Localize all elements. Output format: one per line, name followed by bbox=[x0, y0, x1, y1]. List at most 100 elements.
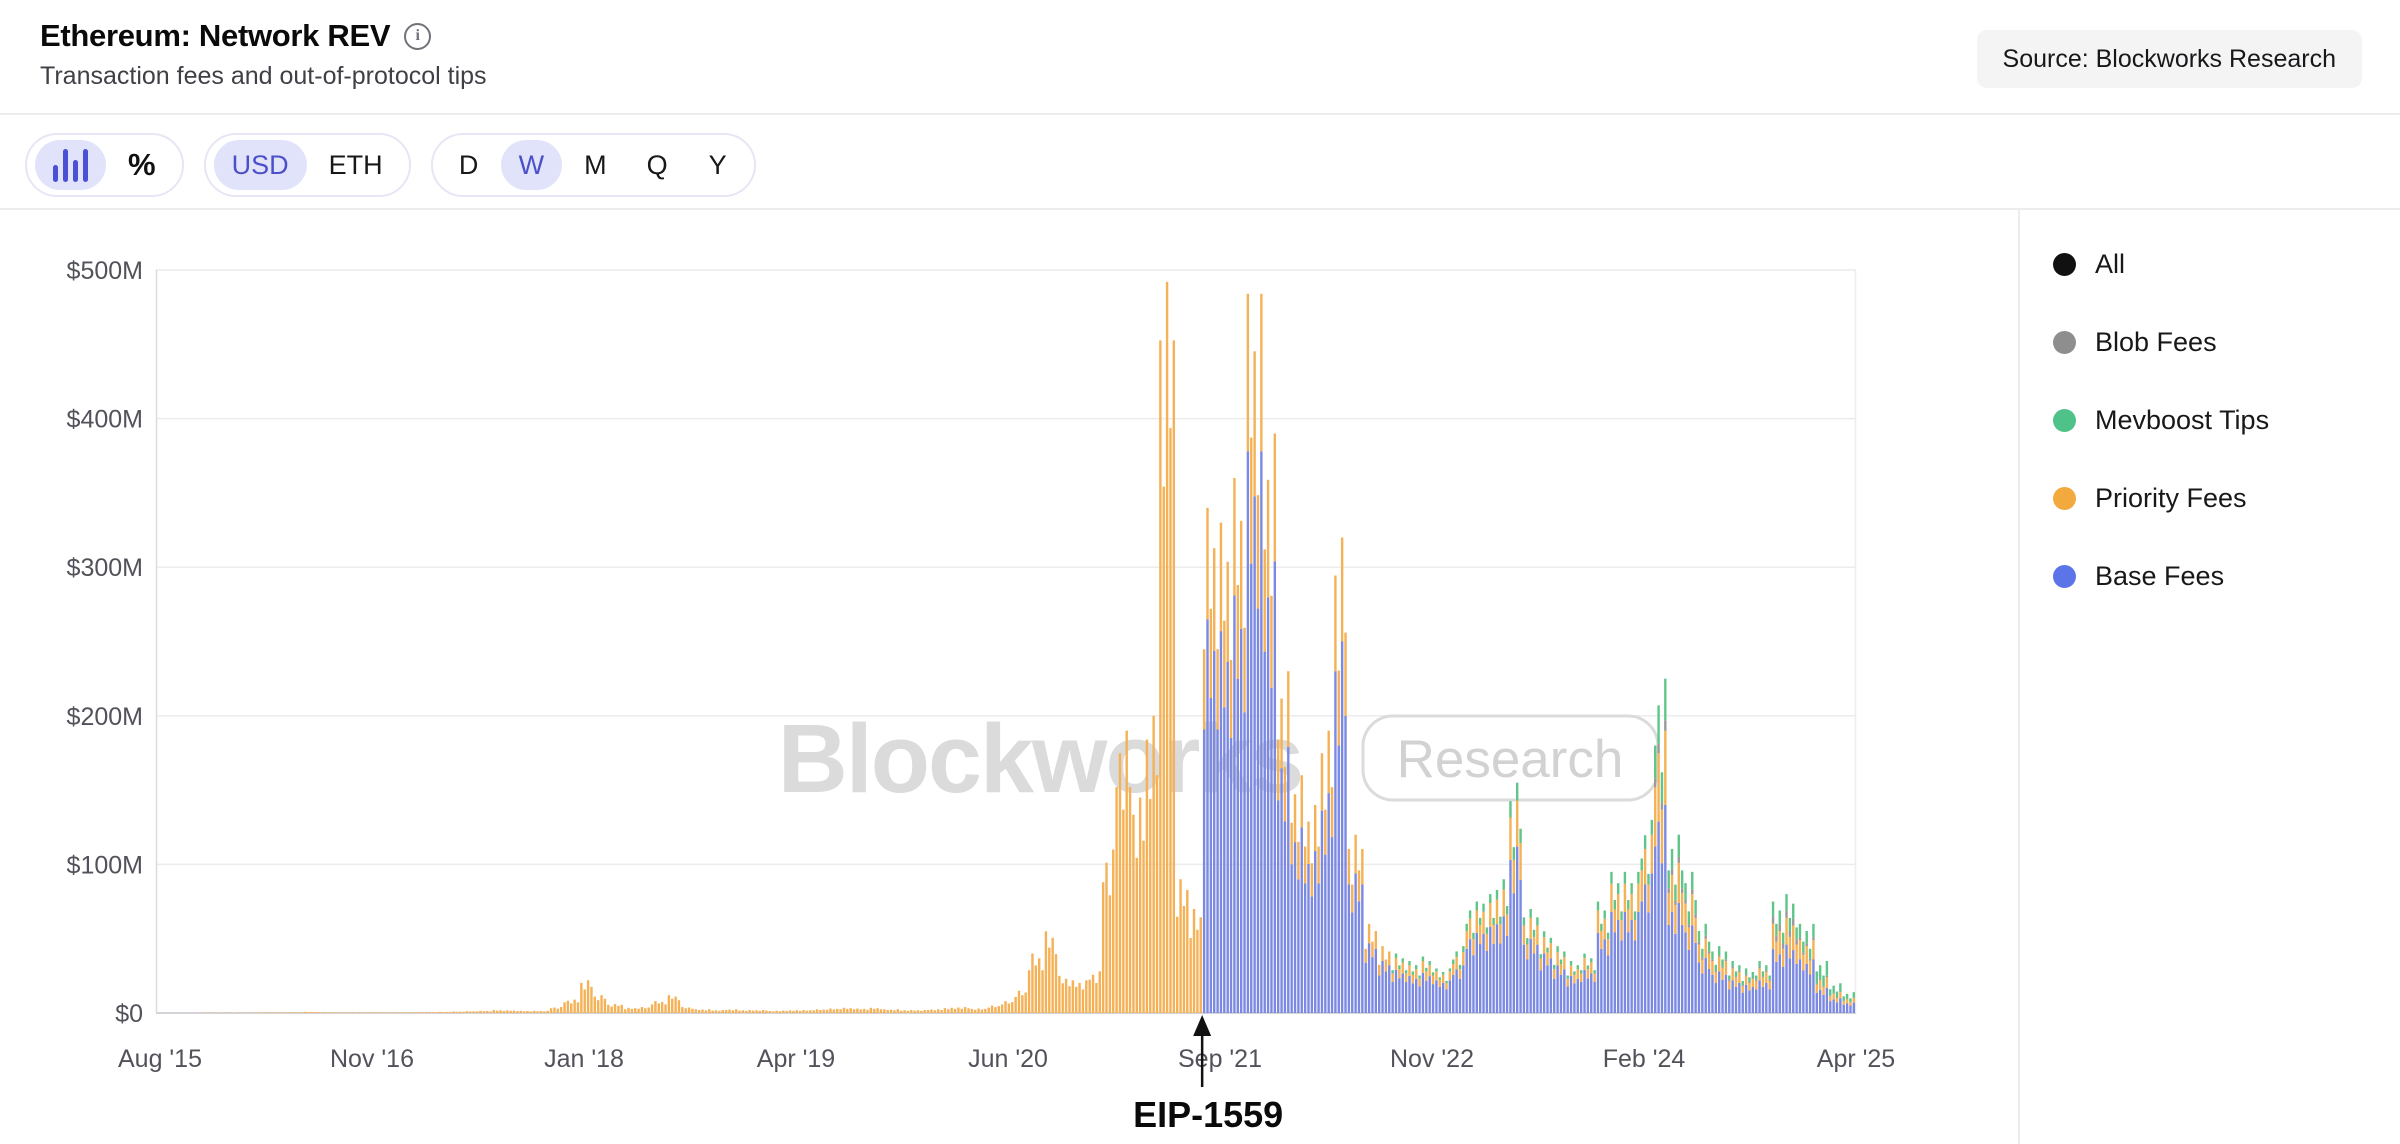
bar-segment[interactable] bbox=[1317, 883, 1320, 1013]
bar-segment[interactable] bbox=[1404, 973, 1408, 982]
bar-segment[interactable] bbox=[596, 1000, 600, 1013]
bar-segment[interactable] bbox=[1475, 910, 1478, 933]
bar-segment[interactable] bbox=[1623, 871, 1627, 884]
bar-segment[interactable] bbox=[475, 1011, 479, 1013]
bar-segment[interactable] bbox=[1367, 943, 1371, 1013]
bar-segment[interactable] bbox=[1542, 931, 1546, 938]
bar-segment[interactable] bbox=[957, 1007, 960, 1013]
bar-segment[interactable] bbox=[270, 1012, 273, 1013]
bar-segment[interactable] bbox=[1748, 977, 1751, 983]
bar-segment[interactable] bbox=[1219, 522, 1223, 632]
bar-segment[interactable] bbox=[1478, 925, 1482, 945]
bar-segment[interactable] bbox=[610, 1006, 613, 1013]
bar-segment[interactable] bbox=[1489, 926, 1492, 1013]
bar-segment[interactable] bbox=[1691, 925, 1694, 1013]
bar-segment[interactable] bbox=[1273, 433, 1277, 562]
bar-segment[interactable] bbox=[1842, 1004, 1845, 1013]
bar-segment[interactable] bbox=[1529, 908, 1532, 918]
bar-segment[interactable] bbox=[519, 1010, 522, 1013]
interval-m-button[interactable]: M bbox=[566, 140, 625, 190]
bar-segment[interactable] bbox=[1058, 975, 1061, 1013]
bar-segment[interactable] bbox=[839, 1009, 842, 1013]
bar-segment[interactable] bbox=[1630, 883, 1633, 895]
bar-segment[interactable] bbox=[1246, 293, 1250, 452]
bar-segment[interactable] bbox=[893, 1010, 896, 1013]
bar-segment[interactable] bbox=[1677, 903, 1680, 1013]
bar-segment[interactable] bbox=[1526, 938, 1529, 945]
bar-segment[interactable] bbox=[543, 1011, 546, 1013]
bar-segment[interactable] bbox=[1771, 949, 1775, 1013]
bar-segment[interactable] bbox=[1085, 980, 1088, 1013]
bar-segment[interactable] bbox=[1452, 964, 1455, 975]
bar-segment[interactable] bbox=[1633, 911, 1637, 920]
bar-segment[interactable] bbox=[1344, 715, 1347, 1013]
bar-segment[interactable] bbox=[1576, 965, 1579, 970]
bar-segment[interactable] bbox=[1054, 954, 1058, 1013]
bar-segment[interactable] bbox=[1017, 990, 1021, 1013]
bar-segment[interactable] bbox=[802, 1010, 805, 1013]
bar-segment[interactable] bbox=[1657, 753, 1660, 822]
bar-segment[interactable] bbox=[556, 1008, 559, 1013]
bar-segment[interactable] bbox=[1613, 900, 1617, 910]
bar-segment[interactable] bbox=[1219, 631, 1223, 1013]
bar-segment[interactable] bbox=[1415, 969, 1418, 979]
bar-segment[interactable] bbox=[1492, 944, 1495, 1013]
bar-segment[interactable] bbox=[438, 1011, 442, 1013]
bar-segment[interactable] bbox=[1829, 996, 1832, 1002]
bar-segment[interactable] bbox=[1795, 927, 1798, 940]
bar-segment[interactable] bbox=[1596, 910, 1600, 933]
bar-segment[interactable] bbox=[1677, 834, 1680, 857]
bar-segment[interactable] bbox=[1798, 940, 1802, 960]
bar-segment[interactable] bbox=[1334, 671, 1337, 1013]
bar-segment[interactable] bbox=[637, 1008, 640, 1013]
bar-segment[interactable] bbox=[1478, 944, 1482, 1013]
bar-segment[interactable] bbox=[1324, 809, 1327, 855]
bar-segment[interactable] bbox=[1808, 974, 1812, 1013]
bar-segment[interactable] bbox=[1004, 1001, 1007, 1013]
bar-segment[interactable] bbox=[1351, 912, 1354, 1013]
bar-segment[interactable] bbox=[1657, 743, 1660, 754]
bar-segment[interactable] bbox=[263, 1012, 267, 1013]
bar-segment[interactable] bbox=[896, 1009, 899, 1013]
bar-segment[interactable] bbox=[1832, 993, 1835, 994]
bar-segment[interactable] bbox=[640, 1007, 644, 1013]
bar-segment[interactable] bbox=[1610, 883, 1613, 912]
bar-segment[interactable] bbox=[1367, 923, 1371, 944]
bar-segment[interactable] bbox=[1684, 903, 1687, 933]
bar-segment[interactable] bbox=[903, 1010, 906, 1013]
bar-segment[interactable] bbox=[1239, 520, 1243, 629]
bar-segment[interactable] bbox=[432, 1012, 435, 1013]
bar-segment[interactable] bbox=[506, 1010, 509, 1013]
bar-segment[interactable] bbox=[1169, 428, 1172, 1013]
bar-segment[interactable] bbox=[1701, 948, 1704, 958]
bar-chart-mode-button[interactable] bbox=[35, 140, 106, 190]
bar-segment[interactable] bbox=[1583, 969, 1586, 1013]
bar-segment[interactable] bbox=[398, 1012, 401, 1013]
bar-segment[interactable] bbox=[1721, 966, 1724, 968]
bar-segment[interactable] bbox=[1805, 943, 1808, 947]
bar-segment[interactable] bbox=[1829, 989, 1832, 996]
bar-segment[interactable] bbox=[1687, 949, 1691, 1013]
bar-segment[interactable] bbox=[1734, 986, 1738, 1013]
bar-segment[interactable] bbox=[489, 1011, 492, 1013]
bar-segment[interactable] bbox=[1448, 968, 1452, 972]
bar-segment[interactable] bbox=[1654, 778, 1657, 788]
bar-segment[interactable] bbox=[1075, 986, 1078, 1013]
bar-segment[interactable] bbox=[822, 1009, 825, 1013]
bar-segment[interactable] bbox=[1667, 925, 1670, 1013]
bar-segment[interactable] bbox=[1425, 980, 1428, 1013]
bar-segment[interactable] bbox=[499, 1010, 502, 1013]
bar-segment[interactable] bbox=[1765, 970, 1768, 972]
bar-segment[interactable] bbox=[1061, 983, 1064, 1013]
bar-segment[interactable] bbox=[1751, 978, 1755, 988]
bar-segment[interactable] bbox=[1330, 837, 1334, 1013]
bar-segment[interactable] bbox=[1768, 975, 1771, 980]
bar-segment[interactable] bbox=[1755, 979, 1758, 981]
bar-segment[interactable] bbox=[1792, 950, 1795, 1013]
bar-segment[interactable] bbox=[1650, 834, 1654, 874]
bar-segment[interactable] bbox=[1701, 973, 1704, 1013]
bar-segment[interactable] bbox=[765, 1010, 768, 1013]
bar-segment[interactable] bbox=[1290, 822, 1293, 865]
legend-item-all[interactable]: All bbox=[2053, 241, 2400, 287]
bar-segment[interactable] bbox=[1266, 479, 1270, 598]
